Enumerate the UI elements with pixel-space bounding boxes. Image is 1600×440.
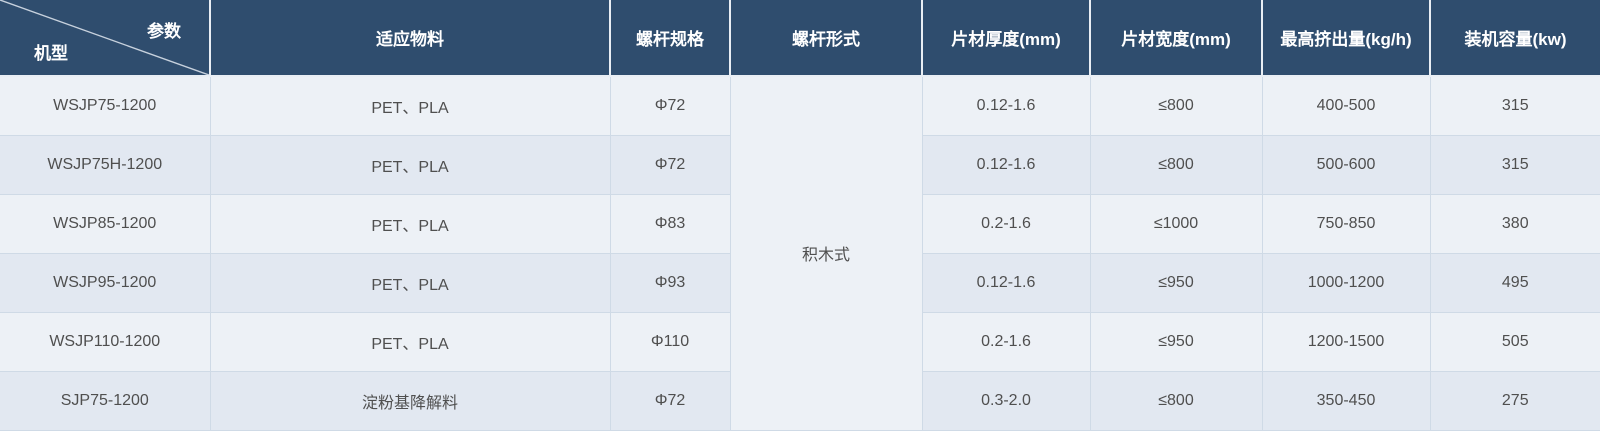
cell-capacity: 275 (1430, 371, 1600, 431)
table-row: WSJP75H-1200 PET、PLA Φ72 0.12-1.6 ≤800 5… (0, 135, 1600, 195)
cell-width: ≤1000 (1090, 194, 1263, 254)
col-header-material: 适应物料 (210, 0, 611, 77)
cell-material: PET、PLA (210, 253, 611, 313)
corner-label-model: 机型 (34, 44, 68, 63)
cell-thickness: 0.12-1.6 (922, 76, 1091, 136)
col-header-screw-type: 螺杆形式 (730, 0, 923, 77)
cell-width: ≤950 (1090, 253, 1263, 313)
cell-screw-spec: Φ110 (610, 312, 731, 372)
cell-width: ≤950 (1090, 312, 1263, 372)
cell-screw-spec: Φ72 (610, 371, 731, 431)
table-row: WSJP110-1200 PET、PLA Φ110 0.2-1.6 ≤950 1… (0, 312, 1600, 372)
diagonal-divider (0, 0, 209, 75)
cell-width: ≤800 (1090, 371, 1263, 431)
col-header-output: 最高挤出量(kg/h) (1262, 0, 1431, 77)
col-header-width: 片材宽度(mm) (1090, 0, 1263, 77)
cell-thickness: 0.12-1.6 (922, 135, 1091, 195)
table-row: SJP75-1200 淀粉基降解料 Φ72 0.3-2.0 ≤800 350-4… (0, 371, 1600, 431)
cell-capacity: 495 (1430, 253, 1600, 313)
corner-header-cell: 参数 机型 (0, 0, 211, 77)
cell-screw-type-merged: 积木式 (730, 76, 923, 431)
cell-capacity: 315 (1430, 76, 1600, 136)
cell-output: 1000-1200 (1262, 253, 1431, 313)
cell-thickness: 0.12-1.6 (922, 253, 1091, 313)
col-header-screw-spec: 螺杆规格 (610, 0, 731, 77)
cell-width: ≤800 (1090, 135, 1263, 195)
cell-output: 400-500 (1262, 76, 1431, 136)
cell-width: ≤800 (1090, 76, 1263, 136)
cell-output: 750-850 (1262, 194, 1431, 254)
cell-thickness: 0.2-1.6 (922, 312, 1091, 372)
table-header-row: 参数 机型 适应物料 螺杆规格 螺杆形式 片材厚度(mm) 片材宽度(mm) 最… (0, 0, 1600, 77)
cell-material: PET、PLA (210, 194, 611, 254)
cell-screw-spec: Φ93 (610, 253, 731, 313)
cell-capacity: 505 (1430, 312, 1600, 372)
cell-output: 350-450 (1262, 371, 1431, 431)
cell-output: 500-600 (1262, 135, 1431, 195)
machine-spec-table: 参数 机型 适应物料 螺杆规格 螺杆形式 片材厚度(mm) 片材宽度(mm) 最… (0, 0, 1600, 431)
cell-capacity: 315 (1430, 135, 1600, 195)
table-row: WSJP95-1200 PET、PLA Φ93 0.12-1.6 ≤950 10… (0, 253, 1600, 313)
cell-model: WSJP75H-1200 (0, 135, 211, 195)
cell-screw-spec: Φ72 (610, 135, 731, 195)
cell-output: 1200-1500 (1262, 312, 1431, 372)
cell-model: WSJP75-1200 (0, 76, 211, 136)
cell-model: WSJP110-1200 (0, 312, 211, 372)
cell-material: PET、PLA (210, 135, 611, 195)
cell-material: PET、PLA (210, 312, 611, 372)
cell-thickness: 0.2-1.6 (922, 194, 1091, 254)
table-row: WSJP85-1200 PET、PLA Φ83 0.2-1.6 ≤1000 75… (0, 194, 1600, 254)
cell-model: WSJP85-1200 (0, 194, 211, 254)
cell-thickness: 0.3-2.0 (922, 371, 1091, 431)
col-header-thickness: 片材厚度(mm) (922, 0, 1091, 77)
cell-capacity: 380 (1430, 194, 1600, 254)
corner-label-parameter: 参数 (147, 22, 181, 41)
table-row: WSJP75-1200 PET、PLA Φ72 积木式 0.12-1.6 ≤80… (0, 76, 1600, 431)
cell-model: SJP75-1200 (0, 371, 211, 431)
cell-model: WSJP95-1200 (0, 253, 211, 313)
cell-screw-spec: Φ72 (610, 76, 731, 136)
cell-screw-spec: Φ83 (610, 194, 731, 254)
cell-material: PET、PLA (210, 76, 611, 136)
col-header-capacity: 装机容量(kw) (1430, 0, 1600, 77)
cell-material: 淀粉基降解料 (210, 371, 611, 431)
